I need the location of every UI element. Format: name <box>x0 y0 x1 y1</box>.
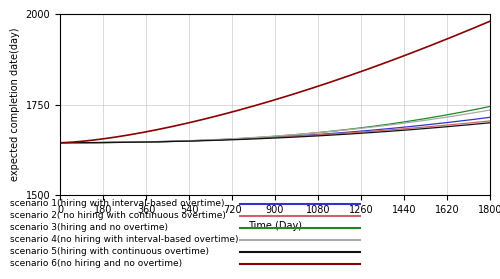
X-axis label: Time (Day): Time (Day) <box>248 221 302 230</box>
Text: scenario 4(no hiring with interval-based overtime): scenario 4(no hiring with interval-based… <box>10 235 238 244</box>
Text: scenario 1(hiring with interval-based overtime): scenario 1(hiring with interval-based ov… <box>10 199 224 208</box>
Text: scenario 2( no hiring with continuous overtime): scenario 2( no hiring with continuous ov… <box>10 211 226 220</box>
Text: scenario 3(hiring and no overtime): scenario 3(hiring and no overtime) <box>10 223 168 232</box>
Y-axis label: expected completion date(day): expected completion date(day) <box>10 28 20 181</box>
Text: scenario 5(hiring with continuous overtime): scenario 5(hiring with continuous overti… <box>10 247 209 256</box>
Text: scenario 6(no hiring and no overtime): scenario 6(no hiring and no overtime) <box>10 259 182 268</box>
